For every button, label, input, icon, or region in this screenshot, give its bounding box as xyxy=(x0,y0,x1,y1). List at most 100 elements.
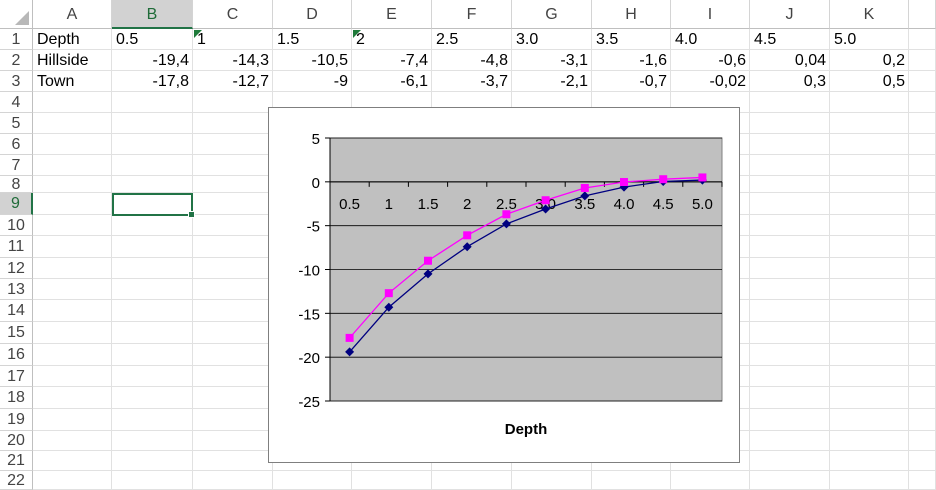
grid-cell[interactable] xyxy=(193,300,273,322)
grid-cell[interactable] xyxy=(592,71,671,92)
grid-cell[interactable] xyxy=(909,50,936,71)
grid-cell[interactable] xyxy=(193,92,273,113)
grid-cell[interactable] xyxy=(592,50,671,71)
grid-cell[interactable] xyxy=(909,236,936,258)
grid-cell[interactable] xyxy=(33,258,112,279)
grid-cell[interactable] xyxy=(432,29,512,50)
grid-cell[interactable] xyxy=(273,29,352,50)
grid-cell[interactable] xyxy=(432,50,512,71)
grid-cell[interactable] xyxy=(112,134,193,155)
value-cell[interactable]: -6,1 xyxy=(400,73,428,90)
grid-cell[interactable] xyxy=(830,176,909,193)
grid-cell[interactable] xyxy=(33,387,112,409)
row-header-18[interactable]: 18 xyxy=(0,387,33,409)
grid-cell[interactable] xyxy=(193,366,273,387)
value-cell[interactable]: -1,6 xyxy=(639,52,667,69)
active-cell-B9[interactable] xyxy=(112,193,195,218)
grid-cell[interactable] xyxy=(750,134,830,155)
grid-cell[interactable] xyxy=(909,29,936,50)
grid-cell[interactable] xyxy=(909,155,936,176)
grid-cell[interactable] xyxy=(193,193,273,215)
grid-cell[interactable] xyxy=(830,279,909,300)
grid-cell[interactable] xyxy=(909,322,936,344)
grid-cell[interactable] xyxy=(909,134,936,155)
column-header-J[interactable]: J xyxy=(750,0,830,29)
value-cell[interactable]: 0,04 xyxy=(794,52,826,69)
grid-cell[interactable] xyxy=(750,215,830,236)
grid-cell[interactable] xyxy=(750,29,830,50)
grid-cell[interactable] xyxy=(193,113,273,134)
grid-cell[interactable] xyxy=(193,279,273,300)
grid-cell[interactable] xyxy=(33,279,112,300)
column-header-E[interactable]: E xyxy=(352,0,432,29)
grid-cell[interactable] xyxy=(352,71,432,92)
row-label-cell[interactable]: Depth xyxy=(37,31,80,48)
grid-cell[interactable] xyxy=(750,279,830,300)
grid-cell[interactable] xyxy=(750,344,830,366)
column-header-G[interactable]: G xyxy=(512,0,592,29)
grid-cell[interactable] xyxy=(512,471,592,490)
row-label-cell[interactable]: Town xyxy=(37,73,75,90)
grid-cell[interactable] xyxy=(512,29,592,50)
grid-cell[interactable] xyxy=(830,92,909,113)
depth-header-cell[interactable]: 3.5 xyxy=(596,31,619,48)
row-header-9[interactable]: 9 xyxy=(0,193,33,215)
grid-cell[interactable] xyxy=(750,366,830,387)
depth-header-cell[interactable]: 1.5 xyxy=(277,31,300,48)
value-cell[interactable]: -17,8 xyxy=(152,73,189,90)
grid-cell[interactable] xyxy=(830,113,909,134)
grid-cell[interactable] xyxy=(909,409,936,431)
grid-cell[interactable] xyxy=(193,451,273,471)
grid-cell[interactable] xyxy=(33,236,112,258)
value-cell[interactable]: -2,1 xyxy=(560,73,588,90)
row-header-2[interactable]: 2 xyxy=(0,50,33,71)
grid-cell[interactable] xyxy=(352,471,432,490)
grid-cell[interactable] xyxy=(512,50,592,71)
grid-cell[interactable] xyxy=(830,471,909,490)
grid-cell[interactable] xyxy=(830,366,909,387)
value-cell[interactable]: -14,3 xyxy=(232,52,269,69)
grid-cell[interactable] xyxy=(592,29,671,50)
grid-cell[interactable] xyxy=(33,193,112,215)
row-header-10[interactable]: 10 xyxy=(0,215,33,236)
grid-cell[interactable] xyxy=(909,113,936,134)
column-header-H[interactable]: H xyxy=(592,0,671,29)
grid-cell[interactable] xyxy=(750,236,830,258)
row-header-19[interactable]: 19 xyxy=(0,409,33,431)
column-header-C[interactable]: C xyxy=(193,0,273,29)
grid-cell[interactable] xyxy=(112,92,193,113)
depth-header-cell[interactable]: 2.5 xyxy=(436,31,459,48)
grid-cell[interactable] xyxy=(830,155,909,176)
grid-cell[interactable] xyxy=(830,193,909,215)
depth-header-cell[interactable]: 3.0 xyxy=(516,31,539,48)
value-cell[interactable]: -10,5 xyxy=(311,52,348,69)
grid-cell[interactable] xyxy=(512,71,592,92)
row-header-7[interactable]: 7 xyxy=(0,155,33,176)
grid-cell[interactable] xyxy=(909,176,936,193)
value-cell[interactable]: 0,5 xyxy=(882,73,905,90)
grid-cell[interactable] xyxy=(33,71,112,92)
grid-cell[interactable] xyxy=(273,50,352,71)
column-header-D[interactable]: D xyxy=(273,0,352,29)
grid-cell[interactable] xyxy=(750,92,830,113)
grid-cell[interactable] xyxy=(909,471,936,490)
grid-cell[interactable] xyxy=(33,176,112,193)
row-header-15[interactable]: 15 xyxy=(0,322,33,344)
grid-cell[interactable] xyxy=(193,215,273,236)
grid-cell[interactable] xyxy=(909,387,936,409)
error-indicator-icon[interactable] xyxy=(353,30,361,38)
grid-cell[interactable] xyxy=(33,322,112,344)
grid-cell[interactable] xyxy=(909,92,936,113)
grid-cell[interactable] xyxy=(909,431,936,451)
depth-header-cell[interactable]: 0.5 xyxy=(116,31,139,48)
grid-cell[interactable] xyxy=(112,409,193,431)
row-header-8[interactable]: 8 xyxy=(0,176,33,193)
grid-cell[interactable] xyxy=(830,451,909,471)
value-cell[interactable]: 0,2 xyxy=(882,52,905,69)
grid-cell[interactable] xyxy=(112,258,193,279)
value-cell[interactable]: -0,02 xyxy=(709,73,746,90)
grid-cell[interactable] xyxy=(432,71,512,92)
value-cell[interactable]: -9 xyxy=(333,73,348,90)
grid-cell[interactable] xyxy=(112,279,193,300)
grid-cell[interactable] xyxy=(750,176,830,193)
